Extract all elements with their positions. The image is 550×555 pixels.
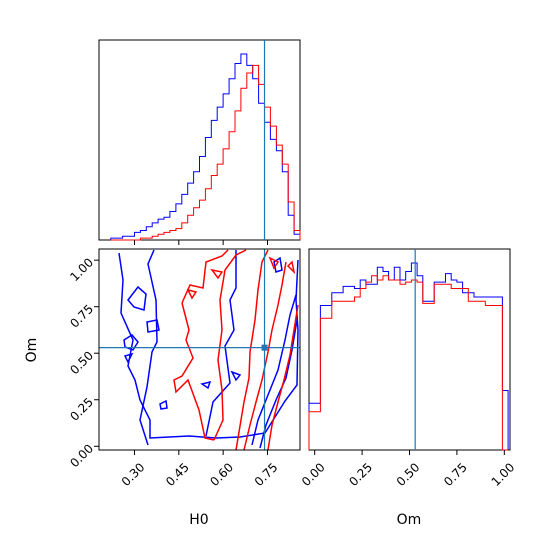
- contour-red-blob-4: [268, 256, 280, 270]
- contour-panel: 0.30 0.45 0.60 0.75 0.00 0.25 0.50 0.75 1.00 H0…: [24, 248, 301, 528]
- hist-om-x-tick-label: 1.00: [489, 460, 518, 489]
- contour-blue-blob-5: [159, 399, 168, 410]
- hist-om-x-tick-label: 0.75: [441, 460, 470, 489]
- contour-blue-band-1: [251, 294, 297, 446]
- hist-h0-bars: [110, 53, 301, 241]
- contour-y-tick-label: 1.00: [67, 255, 96, 284]
- contour-y-tick-label: 0.00: [67, 441, 96, 470]
- hist-om-panel: 0.00 0.25 0.50 0.75 1.00 Om: [299, 248, 517, 528]
- hist-h0-frame: [98, 39, 301, 241]
- contour-y-tick-label: 0.75: [67, 302, 96, 331]
- contour-blue-blob-1: [127, 285, 147, 311]
- hist-om-bars: [308, 262, 509, 451]
- contour-red-band-1: [235, 249, 269, 451]
- contour-blue-blob-2: [146, 319, 160, 333]
- hist-h0-panel: [98, 39, 301, 245]
- contour-blue-blob-4: [123, 352, 134, 364]
- contour-truth-marker: [261, 344, 268, 351]
- hist-om-series-1: [308, 262, 509, 450]
- contour-red-outer-left: [173, 302, 215, 441]
- hist-om-x-ticks: 0.00 0.25 0.50 0.75 1.00: [299, 450, 517, 489]
- contour-x-tick-label: 0.30: [119, 460, 148, 489]
- contour-y-ticks: 0.00 0.25 0.50 0.75 1.00: [67, 255, 99, 470]
- contour-red-band-2: [243, 261, 287, 451]
- contour-y-tick-label: 0.25: [67, 395, 96, 424]
- contour-red-blob-3: [286, 260, 296, 275]
- hist-om-frame: [308, 248, 511, 451]
- hist-om-x-tick-label: 0.50: [394, 460, 423, 489]
- contour-blue-inner-right: [205, 250, 237, 437]
- hist-om-x-tick-label: 0.25: [346, 460, 375, 489]
- contour-y-label: Om: [24, 338, 40, 363]
- contour-x-tick-label: 0.60: [207, 460, 236, 489]
- contour-blue-inner-left: [139, 249, 158, 446]
- contour-red-blob-2: [210, 268, 224, 280]
- hist-om-x-tick-label: 0.00: [299, 460, 328, 489]
- contour-x-tick-label: 0.75: [252, 460, 281, 489]
- contour-red-outer-top: [181, 249, 229, 304]
- contour-x-tick-label: 0.45: [163, 460, 192, 489]
- contour-y-tick-label: 0.50: [67, 348, 96, 377]
- hist-om-x-label: Om: [397, 512, 422, 528]
- contour-blue-blob-7: [230, 370, 242, 382]
- contour-frame: [98, 248, 301, 451]
- hist-h0-series-1: [110, 53, 301, 240]
- contour-x-label: H0: [189, 512, 208, 528]
- contour-blue-blob-6: [200, 380, 212, 390]
- contour-x-ticks: 0.30 0.45 0.60 0.75: [119, 450, 281, 489]
- contour-blue-blob-3: [123, 334, 139, 351]
- hist-om-series-2: [308, 275, 509, 451]
- contour-blue-blob-8: [273, 256, 283, 273]
- hist-h0-tick-marks: [133, 240, 268, 245]
- contour-red-blob-1: [186, 288, 198, 300]
- contours: [118, 249, 299, 451]
- hist-h0-series-2: [110, 64, 301, 241]
- contour-blue-band-2: [259, 319, 298, 449]
- contour-red-inner: [213, 249, 247, 441]
- contour-red-band-3: [267, 304, 299, 451]
